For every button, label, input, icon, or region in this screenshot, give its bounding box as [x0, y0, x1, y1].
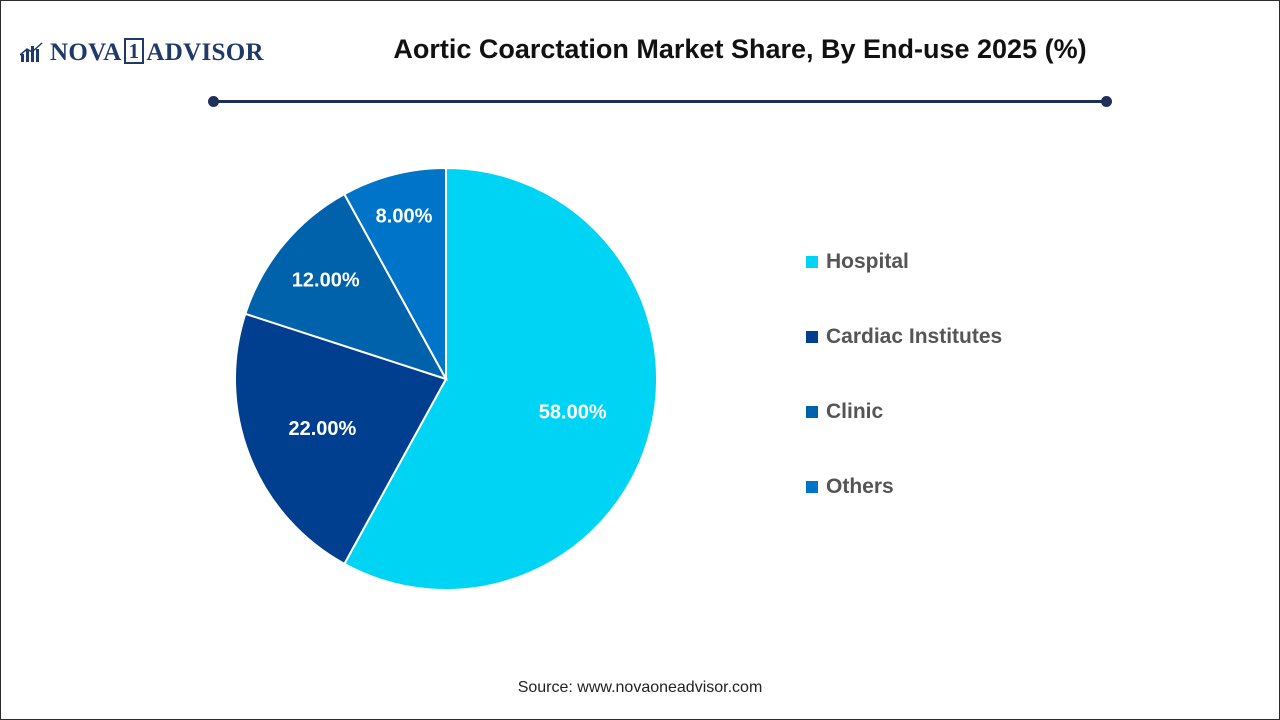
source-note: Source: www.novaoneadvisor.com	[517, 679, 763, 696]
divider-left-dot	[208, 96, 219, 107]
brand-name-left: NOVA	[50, 38, 122, 66]
legend-swatch	[806, 256, 818, 268]
legend-label: Others	[826, 475, 894, 498]
data-label-hospital: 58.00%	[539, 402, 607, 424]
legend-swatch	[806, 481, 818, 493]
legend-label: Clinic	[826, 400, 884, 423]
pie-slice-hospital	[342, 166, 658, 591]
legend-label: Hospital	[826, 250, 909, 273]
brand-name-box: 1	[123, 37, 145, 64]
divider-right-dot	[1101, 96, 1112, 107]
brand-name: NOVA 1 ADVISOR	[50, 37, 264, 67]
data-label-clinic: 12.00%	[292, 269, 360, 291]
pie-slice-cardiac-institutes	[234, 312, 448, 566]
chart-title: Aortic Coarctation Market Share, By End-…	[393, 34, 1087, 64]
bar-chart-logo-icon	[20, 42, 43, 62]
legend-swatch	[806, 331, 818, 343]
data-label-others: 8.00%	[376, 206, 433, 228]
legend-label: Cardiac Institutes	[826, 325, 1003, 348]
legend-item-cardiac-institutes: Cardiac Institutes	[806, 325, 1002, 349]
pie-slice-clinic	[244, 192, 449, 381]
legend-item-clinic: Clinic	[806, 400, 883, 424]
pie-slice-others	[342, 166, 447, 380]
pie-labels: 58.00% 22.00% 12.00% 8.00%	[288, 206, 606, 440]
legend-swatch	[806, 406, 818, 418]
legend-item-hospital: Hospital	[806, 250, 909, 274]
pie-slices	[234, 166, 658, 591]
brand-name-right: ADVISOR	[146, 38, 264, 66]
title-divider	[213, 100, 1107, 103]
brand-logo: NOVA 1 ADVISOR	[20, 36, 264, 68]
data-label-cardiac-institutes: 22.00%	[288, 418, 356, 440]
legend-item-others: Others	[806, 475, 894, 499]
